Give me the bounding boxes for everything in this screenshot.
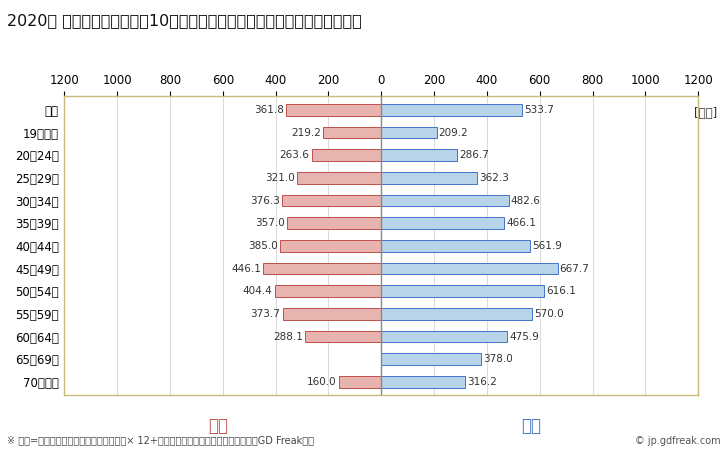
- Text: 475.9: 475.9: [509, 331, 539, 341]
- Text: 378.0: 378.0: [483, 354, 513, 364]
- Bar: [280, 240, 381, 252]
- Text: 385.0: 385.0: [248, 241, 277, 251]
- Bar: [381, 172, 477, 184]
- Text: 466.1: 466.1: [507, 218, 537, 228]
- Bar: [323, 127, 381, 138]
- Bar: [381, 217, 505, 229]
- Text: 286.7: 286.7: [459, 150, 489, 160]
- Text: 361.8: 361.8: [254, 105, 284, 115]
- Bar: [381, 240, 530, 252]
- Text: 209.2: 209.2: [439, 128, 468, 138]
- Text: 446.1: 446.1: [232, 263, 261, 274]
- Text: 男性: 男性: [521, 417, 542, 435]
- Bar: [286, 104, 381, 116]
- Bar: [305, 331, 381, 342]
- Text: 263.6: 263.6: [280, 150, 309, 160]
- Text: [万円]: [万円]: [694, 106, 717, 120]
- Text: 533.7: 533.7: [524, 105, 554, 115]
- Bar: [381, 104, 522, 116]
- Text: 561.9: 561.9: [531, 241, 561, 251]
- Text: 2020年 民間企業（従業者数10人以上）フルタイム労働者の男女別平均年収: 2020年 民間企業（従業者数10人以上）フルタイム労働者の男女別平均年収: [7, 14, 362, 28]
- Text: 376.3: 376.3: [250, 196, 280, 206]
- Bar: [282, 308, 381, 320]
- Bar: [381, 195, 509, 207]
- Text: 373.7: 373.7: [250, 309, 280, 319]
- Bar: [381, 353, 481, 365]
- Text: 160.0: 160.0: [307, 377, 337, 387]
- Text: 404.4: 404.4: [242, 286, 272, 296]
- Text: 316.2: 316.2: [467, 377, 496, 387]
- Bar: [312, 149, 381, 161]
- Text: 362.3: 362.3: [479, 173, 509, 183]
- Bar: [381, 127, 437, 138]
- Bar: [381, 262, 558, 274]
- Text: 482.6: 482.6: [511, 196, 541, 206]
- Bar: [274, 285, 381, 297]
- Text: 219.2: 219.2: [291, 128, 321, 138]
- Text: 667.7: 667.7: [560, 263, 590, 274]
- Text: 女性: 女性: [208, 417, 229, 435]
- Text: © jp.gdfreak.com: © jp.gdfreak.com: [635, 436, 721, 446]
- Text: ※ 年収=「きまって支給する現金給与額」× 12+「年間賞与その他特別給与額」としてGD Freak推計: ※ 年収=「きまって支給する現金給与額」× 12+「年間賞与その他特別給与額」と…: [7, 436, 314, 446]
- Text: 570.0: 570.0: [534, 309, 563, 319]
- Bar: [381, 149, 457, 161]
- Bar: [381, 376, 464, 388]
- Bar: [296, 172, 381, 184]
- Bar: [282, 195, 381, 207]
- Bar: [264, 262, 381, 274]
- Bar: [381, 285, 544, 297]
- Text: 357.0: 357.0: [255, 218, 285, 228]
- Bar: [381, 308, 531, 320]
- Text: 321.0: 321.0: [265, 173, 294, 183]
- Text: 288.1: 288.1: [273, 331, 303, 341]
- Bar: [287, 217, 381, 229]
- Text: 616.1: 616.1: [546, 286, 576, 296]
- Bar: [339, 376, 381, 388]
- Bar: [381, 331, 507, 342]
